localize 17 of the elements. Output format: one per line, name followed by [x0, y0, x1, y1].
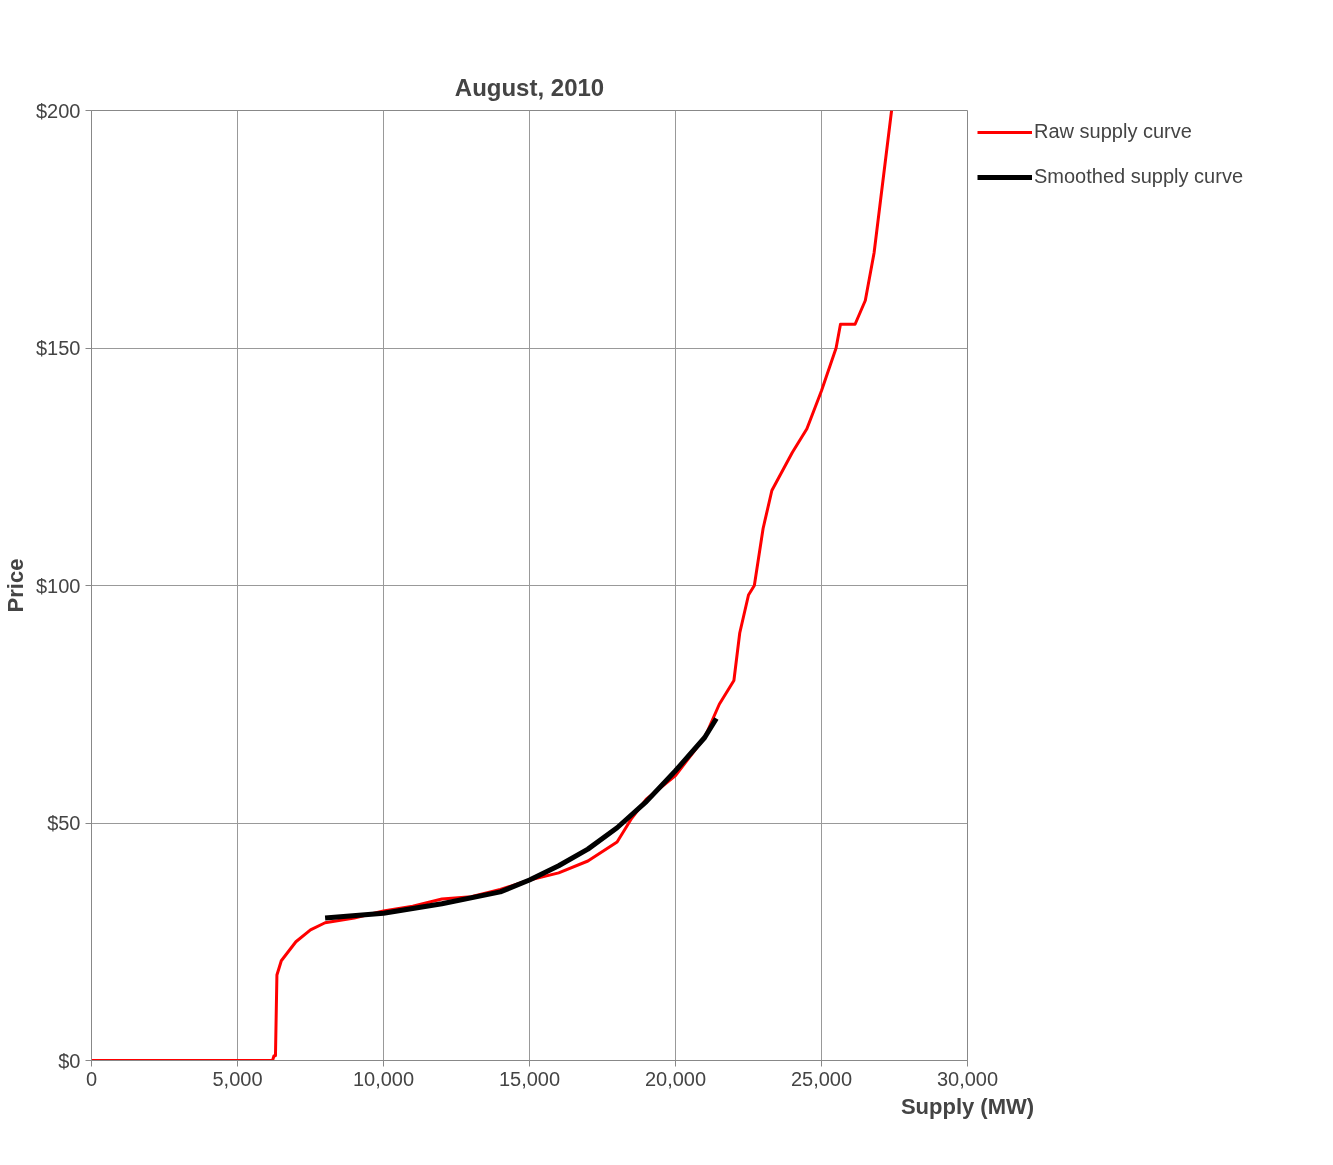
- chart-title: August, 2010: [454, 73, 605, 101]
- x-tick-label: 15,000: [498, 1067, 561, 1090]
- y-tick-label: $100: [36, 574, 81, 597]
- y-tick-label: $0: [58, 1049, 81, 1072]
- x-tick-label: 5,000: [212, 1067, 263, 1090]
- x-tick-label: 10,000: [352, 1067, 415, 1090]
- y-axis-title: Price: [3, 558, 29, 613]
- x-tick-label: 25,000: [790, 1067, 853, 1090]
- y-tick-label: $200: [36, 99, 81, 122]
- x-tick-label: 20,000: [644, 1067, 707, 1090]
- x-tick-label: 30,000: [936, 1067, 999, 1090]
- legend-label: Smoothed supply curve: [1034, 165, 1244, 188]
- x-tick-label: 0: [85, 1067, 98, 1090]
- legend-label: Raw supply curve: [1034, 120, 1192, 143]
- y-tick-label: $150: [36, 337, 81, 359]
- y-tick-label: $50: [47, 812, 81, 834]
- x-axis-title: Supply (MW): [900, 1093, 1035, 1119]
